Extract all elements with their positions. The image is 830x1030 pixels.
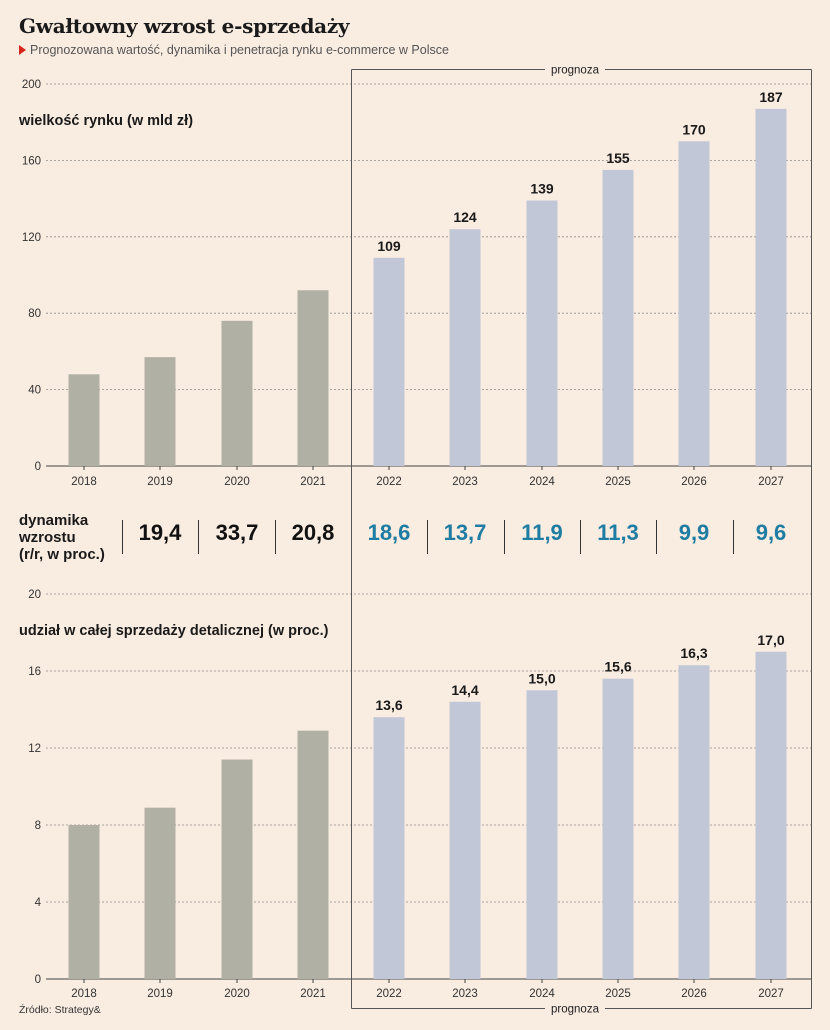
data-label: 124 (453, 209, 477, 225)
growth-separator (504, 520, 505, 554)
growth-value: 9,6 (755, 520, 787, 545)
bar (144, 357, 176, 466)
growth-value: 20,8 (291, 520, 335, 545)
growth-separator (733, 520, 734, 554)
growth-separator (580, 520, 581, 554)
bar (678, 141, 710, 467)
bar (68, 374, 100, 466)
bar (297, 730, 329, 979)
growth-value: 33,7 (215, 520, 259, 545)
data-label: 15,6 (604, 659, 631, 675)
x-tick-label: 2023 (452, 988, 478, 1000)
bar (144, 807, 176, 979)
x-tick-label: 2022 (376, 476, 402, 488)
x-tick-label: 2021 (300, 988, 326, 1000)
y-tick-label: 120 (22, 232, 41, 244)
bar (449, 229, 481, 466)
forecast-label-bottom: prognoza (551, 1004, 600, 1016)
y-tick-label: 0 (35, 461, 41, 473)
growth-separator (275, 520, 276, 554)
data-label: 139 (530, 181, 554, 197)
growth-separator (198, 520, 199, 554)
y-tick-label: 80 (28, 308, 41, 320)
x-tick-label: 2027 (758, 476, 784, 488)
x-tick-label: 2019 (147, 988, 173, 1000)
x-tick-label: 2025 (605, 988, 631, 1000)
x-tick-label: 2018 (71, 988, 97, 1000)
page-title: Gwałtowny wzrost e-sprzedaży (19, 14, 350, 38)
growth-value: 18,6 (367, 520, 411, 545)
bar (755, 108, 787, 466)
triangle-icon (19, 45, 26, 55)
bar (221, 759, 253, 979)
y-tick-label: 160 (22, 155, 41, 167)
growth-value: 11,9 (521, 520, 563, 545)
data-label: 155 (606, 150, 630, 166)
growth-value: 11,3 (597, 520, 639, 545)
data-label: 15,0 (528, 670, 555, 686)
x-tick-label: 2022 (376, 988, 402, 1000)
x-tick-label: 2020 (224, 476, 250, 488)
bar (526, 690, 558, 979)
y-tick-label: 8 (35, 820, 41, 832)
x-tick-label: 2020 (224, 988, 250, 1000)
bar (526, 200, 558, 466)
data-label: 109 (377, 238, 401, 254)
bar (449, 701, 481, 979)
bar (602, 678, 634, 979)
y-tick-label: 200 (22, 79, 41, 91)
bar (602, 169, 634, 466)
growth-label-line: (r/r, w proc.) (19, 546, 105, 563)
bar (68, 825, 100, 979)
growth-separator (427, 520, 428, 554)
y-tick-label: 4 (35, 897, 42, 909)
bar (755, 651, 787, 979)
growth-separator (122, 520, 123, 554)
data-label: 14,4 (451, 682, 478, 698)
forecast-label-top: prognoza (551, 65, 600, 77)
growth-label: dynamika wzrostu (r/r, w proc.) (19, 512, 105, 563)
bar (373, 717, 405, 979)
panel-title: wielkość rynku (w mld zł) (18, 113, 193, 129)
source-note: Źródło: Strategy& (19, 1004, 101, 1016)
y-tick-label: 40 (28, 385, 41, 397)
y-tick-label: 16 (28, 666, 41, 678)
growth-separator (656, 520, 657, 554)
panel-title: udział w całej sprzedaży detalicznej (w … (19, 623, 329, 639)
x-tick-label: 2024 (529, 988, 555, 1000)
x-tick-label: 2024 (529, 476, 555, 488)
data-label: 16,3 (680, 645, 707, 661)
y-tick-label: 12 (28, 743, 41, 755)
growth-label-line: wzrostu (19, 529, 76, 546)
data-label: 13,6 (375, 697, 402, 713)
x-tick-label: 2025 (605, 476, 631, 488)
x-tick-label: 2027 (758, 988, 784, 1000)
y-tick-label: 20 (28, 589, 41, 601)
data-label: 187 (759, 89, 783, 105)
x-tick-label: 2026 (681, 476, 707, 488)
x-tick-label: 2018 (71, 476, 97, 488)
data-label: 17,0 (757, 632, 784, 648)
bar (297, 290, 329, 466)
bar (221, 320, 253, 466)
subtitle: Prognozowana wartość, dynamika i penetra… (19, 43, 449, 57)
data-label: 170 (682, 121, 706, 137)
x-tick-label: 2026 (681, 988, 707, 1000)
subtitle-text: Prognozowana wartość, dynamika i penetra… (30, 43, 449, 57)
bar (373, 257, 405, 466)
growth-value: 9,9 (678, 520, 710, 545)
y-tick-label: 0 (35, 974, 41, 986)
growth-label-line: dynamika (19, 512, 89, 529)
x-tick-label: 2023 (452, 476, 478, 488)
growth-value: 19,4 (138, 520, 182, 545)
x-tick-label: 2019 (147, 476, 173, 488)
bar (678, 665, 710, 979)
x-tick-label: 2021 (300, 476, 326, 488)
growth-value: 13,7 (443, 520, 487, 545)
